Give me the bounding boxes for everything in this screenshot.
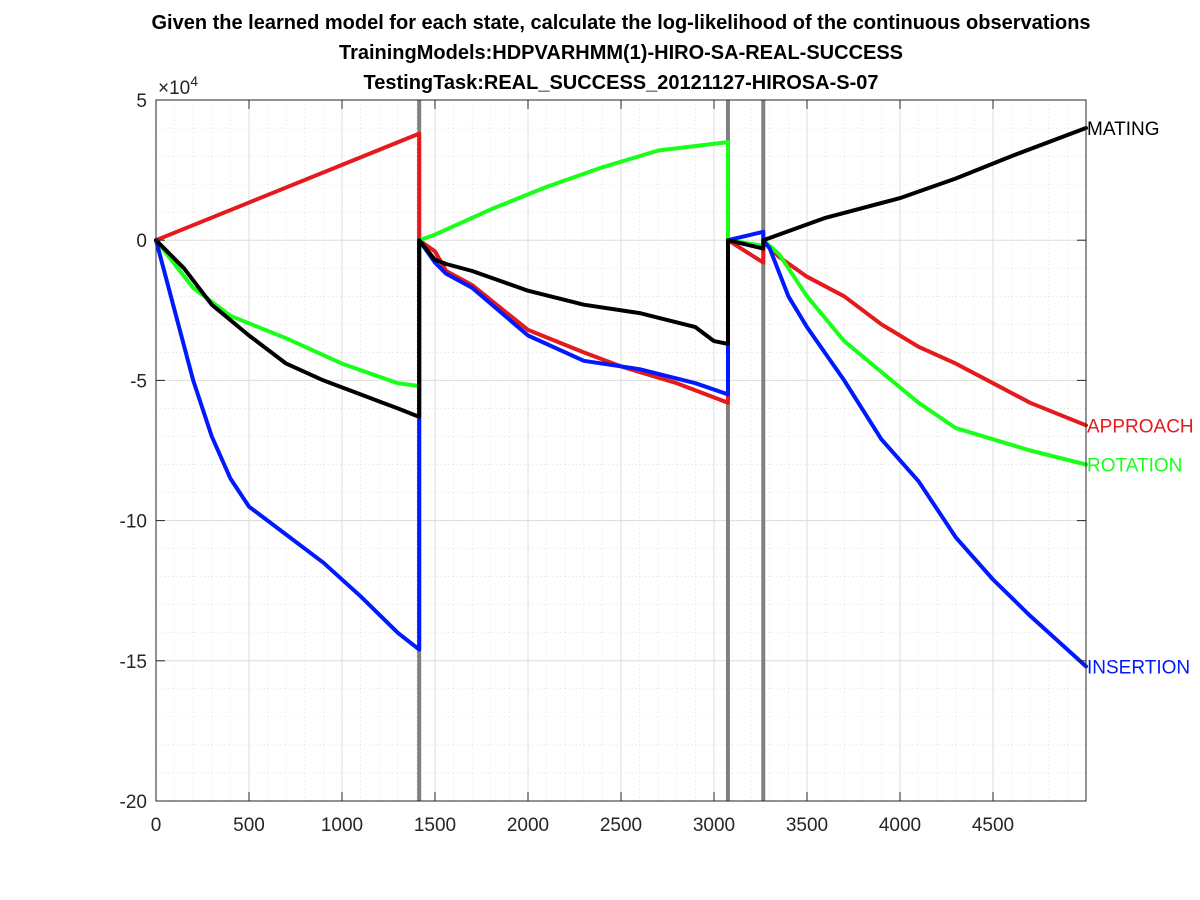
x-tick-label: 0	[151, 815, 162, 836]
series-label-mating: MATING	[1087, 119, 1159, 140]
y-tick-label: -10	[120, 512, 147, 533]
x-tick-labels: 0 500 1000 1500 2000 2500 3000 3500 4000 4500	[151, 815, 1014, 836]
y-exponent-base: ×10	[158, 78, 190, 99]
x-tick-label: 4500	[972, 815, 1014, 836]
x-tick-label: 3500	[786, 815, 828, 836]
chart-title: Given the learned model for each state, …	[151, 12, 1090, 94]
series-label-insertion: INSERTION	[1087, 657, 1190, 678]
x-tick-label: 2500	[600, 815, 642, 836]
x-tick-label: 1000	[321, 815, 363, 836]
y-exponent-label: ×104	[158, 73, 198, 99]
series-label-rotation: ROTATION	[1087, 456, 1182, 477]
chart-title-line-2: TrainingModels:HDPVARHMM(1)-HIRO-SA-REAL…	[339, 42, 903, 64]
x-tick-label: 500	[233, 815, 265, 836]
y-tick-label: 0	[136, 231, 147, 252]
series-lines	[154, 126, 1088, 669]
x-tick-label: 1500	[414, 815, 456, 836]
series-line-insertion	[154, 229, 1088, 669]
x-tick-label: 4000	[879, 815, 921, 836]
y-tick-label: -15	[120, 652, 147, 673]
y-tick-label: 5	[136, 91, 147, 112]
y-tick-label: -5	[130, 371, 147, 392]
x-tick-label: 3000	[693, 815, 735, 836]
y-tick-labels: 5 0 -5 -10 -15 -20	[120, 91, 147, 813]
series-line-mating	[154, 126, 1088, 419]
y-exponent-power: 4	[190, 73, 198, 89]
chart-title-line-3: TestingTask:REAL_SUCCESS_20121127-HIROSA…	[364, 72, 879, 94]
series-line-rotation	[154, 140, 1088, 467]
chart-title-line-1: Given the learned model for each state, …	[151, 12, 1090, 34]
axis-ticks	[155, 99, 1086, 802]
x-tick-label: 2000	[507, 815, 549, 836]
series-label-approach: APPROACH	[1087, 416, 1194, 437]
y-tick-label: -20	[120, 792, 147, 813]
series-end-labels: APPROACH ROTATION INSERTION MATING	[1087, 119, 1194, 678]
